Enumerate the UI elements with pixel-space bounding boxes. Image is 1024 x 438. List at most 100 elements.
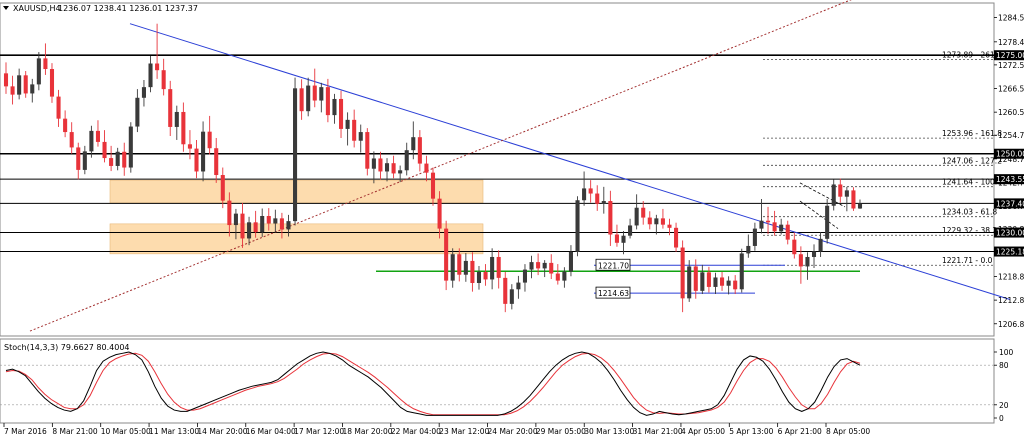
stochastic-label: Stoch(14,3,3) 79.6627 80.4004: [4, 343, 130, 352]
candle-body: [575, 200, 580, 252]
candle-body: [687, 266, 692, 299]
candle-body: [279, 218, 284, 230]
candle-body: [332, 98, 337, 116]
candle-body: [115, 151, 120, 166]
candle-body: [102, 141, 107, 159]
candle-body: [733, 280, 738, 290]
price-tick-label: 1278.40: [998, 38, 1024, 47]
time-tick-label: 17 Mar 12:00: [294, 427, 344, 436]
candle-body: [325, 87, 330, 116]
candle-body: [378, 158, 383, 172]
time-tick-label: 29 Mar 05:00: [536, 427, 586, 436]
level-price-tag-text: 1275.00: [996, 51, 1024, 60]
candle-body: [319, 87, 324, 101]
candle-body: [568, 251, 573, 272]
candle-body: [674, 227, 679, 248]
level-price-tag-text: 1250.00: [996, 150, 1024, 159]
candle-body: [95, 130, 101, 142]
descending-trendline: [129, 23, 1011, 301]
candle-body: [174, 111, 179, 127]
candle-body: [522, 269, 528, 283]
time-tick-label: 4 Apr 05:00: [681, 427, 725, 436]
candle-body: [536, 262, 541, 269]
candle-body: [345, 119, 350, 129]
candle-body: [82, 151, 87, 170]
candle-body: [582, 188, 587, 201]
candle-body: [430, 172, 436, 199]
candle-body: [49, 69, 55, 97]
candlestick-series: [3, 23, 863, 313]
candle-body: [207, 131, 212, 149]
candle-body: [641, 207, 646, 218]
candle-body: [122, 151, 127, 168]
candle-body: [161, 70, 166, 90]
fib-level-label: 1241.64 - 100.0: [942, 178, 1002, 187]
level-price-tag-text: 1243.55: [996, 175, 1024, 184]
zone-rect: [109, 223, 484, 255]
price-callout-box: [595, 286, 631, 299]
candle-body: [76, 147, 81, 170]
chart-symbol-title: XAUUSD,H4: [13, 4, 61, 13]
chart-header: XAUUSD,H4 1236.07 1238.41 1236.01 1237.3…: [3, 4, 198, 13]
stochastic-levels: [0, 364, 994, 406]
candle-body: [63, 118, 68, 133]
candle-body: [496, 256, 501, 278]
candle-body: [700, 272, 705, 291]
candle-body: [128, 126, 133, 168]
candle-body: [759, 220, 764, 229]
price-callout-box: [595, 258, 631, 271]
stochastic-tick-label: 80: [999, 361, 1009, 370]
price-callout-text: 1221.70: [598, 261, 629, 270]
candle-body: [595, 193, 600, 204]
candle-body: [109, 158, 114, 166]
candle-body: [693, 266, 698, 291]
candle-body: [23, 75, 28, 94]
time-tick-label: 16 Mar 04:00: [246, 427, 296, 436]
candle-body: [851, 190, 856, 209]
candle-body: [89, 130, 94, 152]
candle-body: [411, 137, 416, 151]
candle-body: [857, 203, 863, 209]
fib-level-label: 1229.32 - 38.2: [942, 226, 997, 235]
level-price-tag: [994, 174, 1024, 185]
candle-body: [444, 228, 449, 281]
candle-body: [562, 271, 567, 281]
candle-body: [811, 251, 817, 257]
candle-body: [654, 218, 659, 225]
stochastic-signal-line: [5, 352, 861, 416]
price-tick-label: 1260.55: [998, 108, 1024, 117]
candle-body: [43, 58, 48, 70]
candle-body: [36, 58, 41, 85]
candle-body: [141, 87, 146, 98]
time-tick-label: 24 Mar 20:00: [488, 427, 538, 436]
candle-body: [181, 111, 186, 145]
price-panel: 1273.89 - 261.8 1253.96 - 161.8 1247.06 - …: [0, 0, 1024, 337]
time-tick-label: 7 Mar 2016: [4, 427, 47, 436]
candle-body: [628, 225, 633, 236]
candle-body: [273, 218, 278, 224]
price-panel-frame: [0, 2, 995, 337]
fib-level-label: 1247.06 - 127.2: [942, 156, 1002, 165]
fib-level-label: 1234.03 - 61.8: [942, 208, 997, 217]
candle-body: [805, 256, 810, 267]
level-price-tag-text: 1230.00: [996, 229, 1024, 238]
candle-body: [608, 201, 613, 235]
candle-body: [371, 158, 376, 169]
level-price-tag: [994, 246, 1024, 257]
time-tick-label: 10 Mar 05:00: [101, 427, 151, 436]
price-tick-label: 1272.55: [998, 61, 1024, 70]
dropdown-arrow-icon[interactable]: [3, 6, 9, 10]
candle-body: [680, 247, 685, 299]
candle-body: [457, 254, 462, 275]
candle-body: [391, 163, 396, 174]
time-tick-label: 5 Apr 13:00: [729, 427, 773, 436]
time-tick-label: 14 Mar 20:00: [197, 427, 247, 436]
candle-body: [634, 207, 639, 226]
stochastic-tick-label: 100: [999, 348, 1014, 357]
candle-body: [713, 277, 718, 287]
chart-ohlc-readout: 1236.07 1238.41 1236.01 1237.37: [58, 4, 198, 13]
candle-body: [240, 213, 245, 239]
candle-body: [404, 150, 409, 171]
